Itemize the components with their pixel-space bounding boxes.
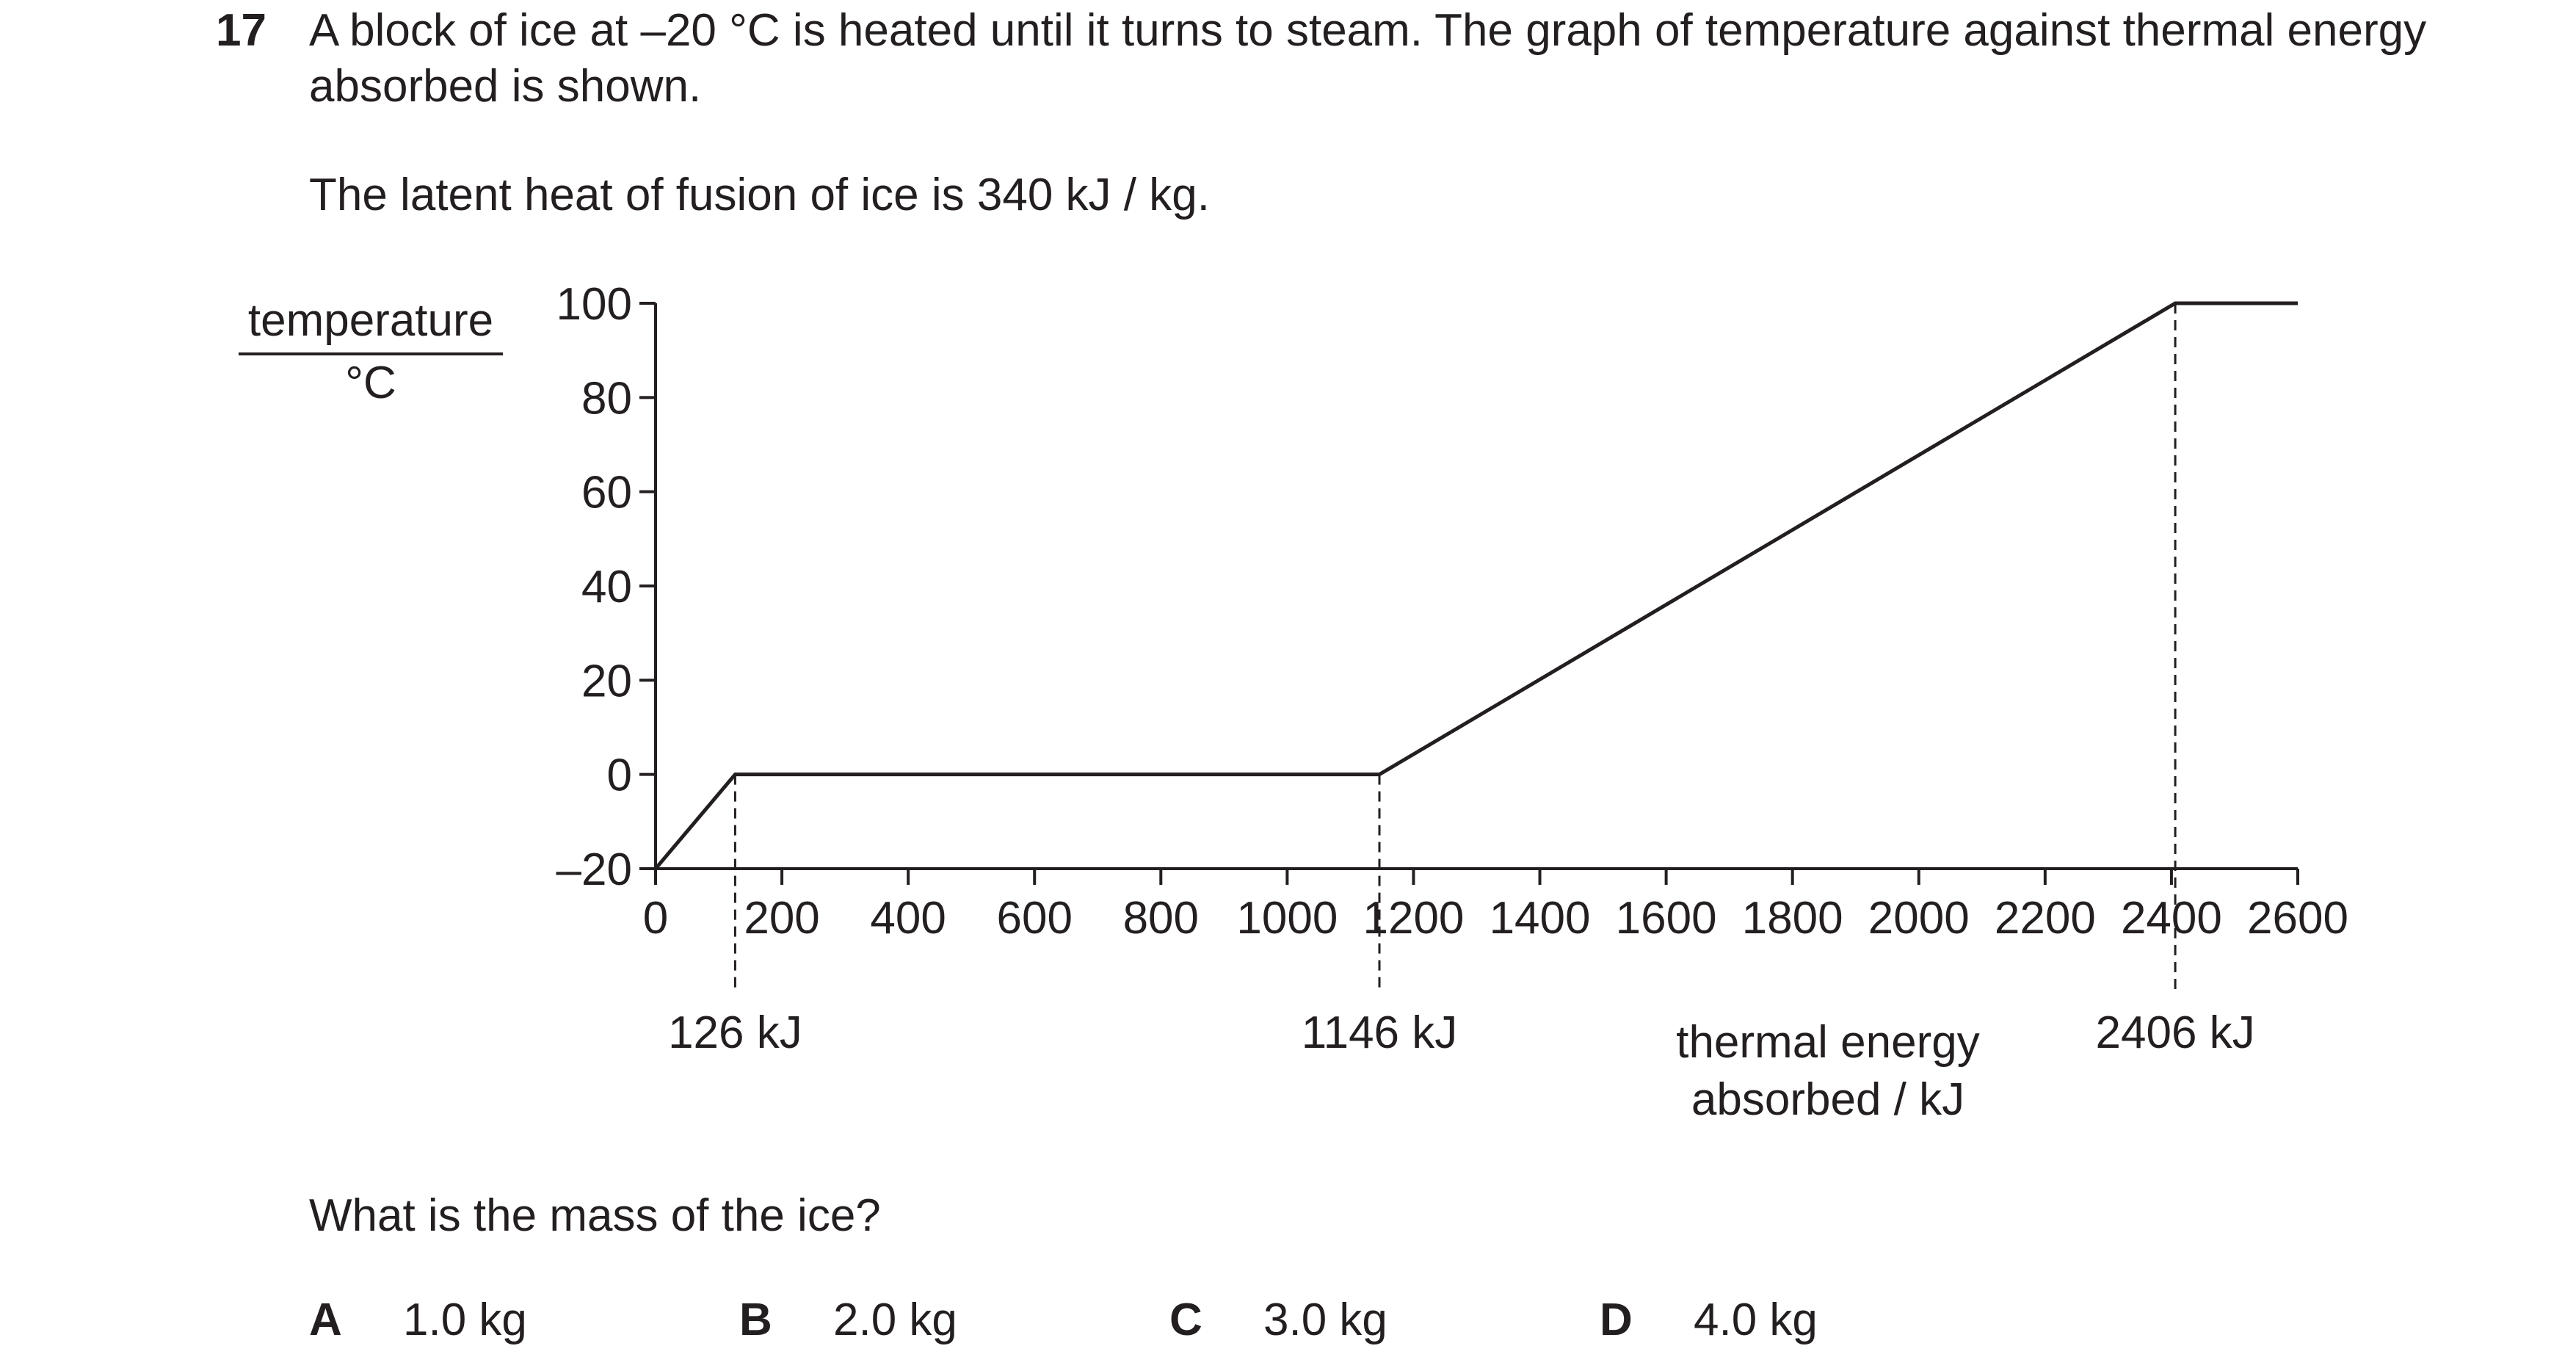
y-tick-label: 60 [581,468,632,518]
x-axis-label: thermal energy absorbed / kJ [1676,1017,1980,1125]
heating-curve-line [654,301,2298,870]
option-a[interactable]: A 1.0 kg [309,1292,527,1348]
x-tick-label: 1000 [1236,893,1338,944]
energy-marker-lines [733,303,2177,992]
energy-marker-label: 126 kJ [668,1007,802,1058]
y-tick-label: 20 [581,656,632,706]
y-tick-label: 40 [581,562,632,612]
x-tick-label: 600 [997,893,1073,944]
x-tick-label: 1400 [1490,893,1591,944]
x-tick-label: 800 [1123,893,1199,944]
x-axis-label-line-2: absorbed / kJ [1691,1074,1964,1125]
option-a-letter: A [309,1295,342,1345]
option-c-letter: C [1169,1295,1202,1345]
y-axis-label-unit: °C [345,358,396,408]
option-c[interactable]: C 3.0 kg [1169,1292,1387,1348]
y-axis-label: temperature °C [239,295,503,408]
x-tick-label: 200 [744,893,819,944]
x-tick-label: 400 [870,893,946,944]
option-b-text: 2.0 kg [833,1295,957,1345]
question-number: 17 [216,5,266,56]
y-axis-ticks: –20 0 20 40 60 80 100 [556,279,656,895]
option-c-text: 3.0 kg [1263,1295,1387,1345]
answer-options: A 1.0 kg B 2.0 kg C 3.0 kg D 4.0 kg [309,1292,1998,1351]
y-tick-label: 80 [581,373,632,424]
option-d[interactable]: D 4.0 kg [1600,1292,1818,1348]
option-a-text: 1.0 kg [403,1295,527,1345]
y-tick-label: 100 [556,279,632,330]
question-prompt: What is the mass of the ice? [309,1190,881,1241]
option-b[interactable]: B 2.0 kg [739,1292,957,1348]
x-tick-label: 2000 [1868,893,1970,944]
x-tick-label: 1600 [1616,893,1717,944]
x-axis-ticks: 0 200 400 600 800 1000 1200 1400 1600 1800 2000 220… [643,869,2348,944]
x-tick-label: 1200 [1363,893,1464,944]
x-tick-label: 2200 [1995,893,2096,944]
option-b-letter: B [739,1295,772,1345]
x-tick-label: 1800 [1742,893,1843,944]
y-tick-label: –20 [556,844,632,895]
energy-marker-labels: 126 kJ 1146 kJ 2406 kJ [668,1007,2255,1058]
x-tick-label: 2600 [2247,893,2348,944]
x-tick-label: 0 [643,893,668,944]
energy-marker-label: 2406 kJ [2096,1007,2255,1058]
question-stem: A block of ice at –20 °C is heated until… [309,5,2427,112]
energy-marker-label: 1146 kJ [1302,1007,1458,1058]
y-tick-label: 0 [607,750,632,801]
x-axis-label-line-1: thermal energy [1676,1017,1980,1068]
x-tick-label: 2400 [2121,893,2222,944]
given-information: The latent heat of fusion of ice is 340 … [309,170,1210,220]
option-d-letter: D [1600,1295,1633,1345]
option-d-text: 4.0 kg [1694,1295,1818,1345]
y-axis-label-quantity: temperature [248,295,493,346]
